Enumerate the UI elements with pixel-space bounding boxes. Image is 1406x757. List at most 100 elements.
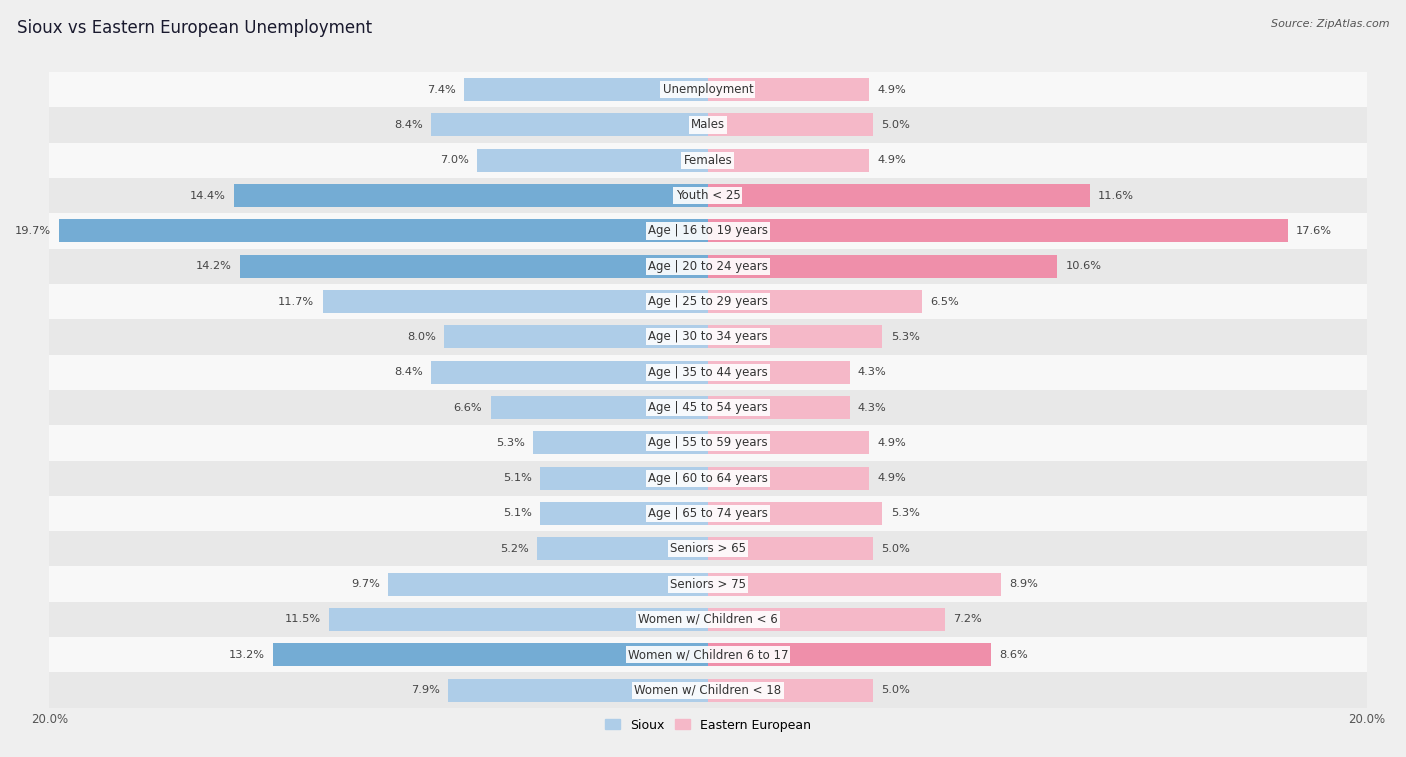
Bar (709, 360, 849, 384)
Text: 5.3%: 5.3% (891, 332, 920, 342)
Bar (49, 496, 1367, 531)
Text: Women w/ Children 6 to 17: Women w/ Children 6 to 17 (627, 648, 789, 662)
Text: 7.4%: 7.4% (427, 85, 456, 95)
Bar (49, 284, 1367, 319)
Bar (709, 572, 1001, 596)
Text: 4.9%: 4.9% (877, 155, 907, 165)
Text: Age | 55 to 59 years: Age | 55 to 59 years (648, 436, 768, 450)
Bar (447, 678, 709, 702)
Bar (432, 114, 709, 136)
Bar (709, 184, 1090, 207)
Text: 4.9%: 4.9% (877, 85, 907, 95)
Text: Females: Females (683, 154, 733, 167)
Bar (540, 502, 709, 525)
Text: 19.7%: 19.7% (14, 226, 51, 236)
Bar (233, 184, 709, 207)
Text: 4.3%: 4.3% (858, 367, 887, 377)
Text: 9.7%: 9.7% (352, 579, 380, 589)
Text: 11.7%: 11.7% (278, 297, 315, 307)
Bar (537, 537, 709, 560)
Bar (709, 326, 883, 348)
Text: 4.3%: 4.3% (858, 403, 887, 413)
Text: Women w/ Children < 6: Women w/ Children < 6 (638, 613, 778, 626)
Bar (49, 637, 1367, 672)
Bar (709, 466, 869, 490)
Bar (49, 72, 1367, 107)
Bar (709, 396, 849, 419)
Legend: Sioux, Eastern European: Sioux, Eastern European (600, 714, 815, 737)
Bar (709, 502, 883, 525)
Text: 5.3%: 5.3% (891, 509, 920, 519)
Bar (709, 78, 869, 101)
Bar (478, 148, 709, 172)
Bar (49, 672, 1367, 708)
Text: 5.0%: 5.0% (880, 120, 910, 130)
Text: 7.0%: 7.0% (440, 155, 470, 165)
Bar (49, 248, 1367, 284)
Text: Seniors > 65: Seniors > 65 (669, 542, 747, 556)
Bar (49, 142, 1367, 178)
Bar (388, 572, 709, 596)
Bar (709, 537, 873, 560)
Text: Age | 60 to 64 years: Age | 60 to 64 years (648, 472, 768, 484)
Bar (709, 148, 869, 172)
Bar (49, 566, 1367, 602)
Text: Age | 45 to 54 years: Age | 45 to 54 years (648, 401, 768, 414)
Text: 8.0%: 8.0% (408, 332, 436, 342)
Text: 7.9%: 7.9% (411, 685, 440, 695)
Bar (49, 390, 1367, 425)
Bar (59, 220, 709, 242)
Text: 6.6%: 6.6% (454, 403, 482, 413)
Bar (444, 326, 709, 348)
Text: Youth < 25: Youth < 25 (675, 189, 741, 202)
Bar (49, 178, 1367, 213)
Text: Sioux vs Eastern European Unemployment: Sioux vs Eastern European Unemployment (17, 19, 373, 37)
Text: 5.0%: 5.0% (880, 685, 910, 695)
Text: Source: ZipAtlas.com: Source: ZipAtlas.com (1271, 19, 1389, 29)
Text: 4.9%: 4.9% (877, 473, 907, 483)
Text: 5.2%: 5.2% (499, 544, 529, 554)
Text: Age | 65 to 74 years: Age | 65 to 74 years (648, 507, 768, 520)
Text: 14.2%: 14.2% (195, 261, 232, 271)
Bar (49, 107, 1367, 142)
Text: 5.1%: 5.1% (503, 473, 531, 483)
Bar (709, 114, 873, 136)
Text: Unemployment: Unemployment (662, 83, 754, 96)
Text: 14.4%: 14.4% (190, 191, 225, 201)
Bar (709, 220, 1288, 242)
Text: 11.5%: 11.5% (285, 615, 321, 625)
Text: 7.2%: 7.2% (953, 615, 981, 625)
Bar (49, 319, 1367, 354)
Bar (49, 602, 1367, 637)
Bar (240, 254, 709, 278)
Text: 17.6%: 17.6% (1296, 226, 1331, 236)
Text: Age | 30 to 34 years: Age | 30 to 34 years (648, 330, 768, 344)
Text: Age | 16 to 19 years: Age | 16 to 19 years (648, 224, 768, 238)
Bar (709, 254, 1057, 278)
Bar (49, 460, 1367, 496)
Bar (709, 643, 991, 666)
Bar (49, 354, 1367, 390)
Bar (329, 608, 709, 631)
Text: 13.2%: 13.2% (229, 650, 264, 660)
Text: 10.6%: 10.6% (1066, 261, 1101, 271)
Bar (49, 213, 1367, 248)
Text: 8.4%: 8.4% (394, 367, 423, 377)
Bar (273, 643, 709, 666)
Bar (49, 531, 1367, 566)
Text: Seniors > 75: Seniors > 75 (669, 578, 747, 590)
Bar (322, 290, 709, 313)
Text: 8.6%: 8.6% (1000, 650, 1028, 660)
Text: 8.9%: 8.9% (1010, 579, 1038, 589)
Text: 8.4%: 8.4% (394, 120, 423, 130)
Text: 5.3%: 5.3% (496, 438, 524, 448)
Text: 11.6%: 11.6% (1098, 191, 1135, 201)
Bar (491, 396, 709, 419)
Bar (709, 678, 873, 702)
Text: 4.9%: 4.9% (877, 438, 907, 448)
Bar (709, 608, 945, 631)
Text: 5.0%: 5.0% (880, 544, 910, 554)
Text: Males: Males (690, 118, 725, 132)
Text: Age | 35 to 44 years: Age | 35 to 44 years (648, 366, 768, 378)
Text: Age | 20 to 24 years: Age | 20 to 24 years (648, 260, 768, 273)
